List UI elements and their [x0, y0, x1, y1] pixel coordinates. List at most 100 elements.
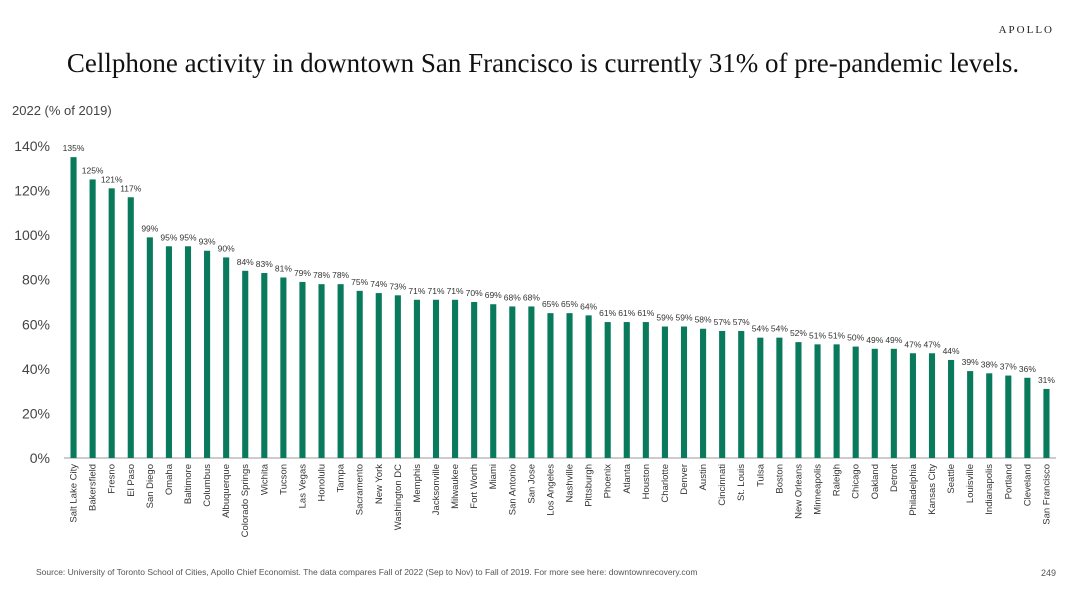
x-tick-label: New York	[374, 464, 385, 504]
x-tick-label: Cleveland	[1022, 464, 1033, 506]
x-tick-label: San Diego	[145, 464, 156, 508]
bar	[776, 337, 783, 458]
bar	[490, 304, 497, 458]
x-tick-label: Wichita	[259, 463, 270, 495]
x-tick-label: Minneapolis	[813, 464, 824, 515]
bar	[509, 306, 516, 458]
data-label: 90%	[218, 243, 235, 253]
bar	[928, 353, 936, 458]
x-tick-label: Cincinnati	[717, 464, 728, 506]
bar	[814, 344, 821, 458]
x-tick-label: Nashville	[565, 464, 576, 503]
bar	[871, 348, 878, 458]
data-label: 49%	[866, 335, 883, 345]
bar	[261, 273, 268, 458]
data-label: 38%	[981, 359, 998, 369]
bar	[890, 348, 897, 458]
x-tick-label: Atlanta	[622, 463, 633, 493]
x-tick-label: Colorado Springs	[240, 464, 251, 538]
bar	[604, 322, 611, 458]
data-label: 68%	[523, 292, 540, 302]
source-note: Source: University of Toronto School of …	[36, 567, 698, 577]
data-label: 78%	[313, 270, 330, 280]
x-tick-label: Portland	[1003, 464, 1014, 499]
bar	[642, 322, 649, 458]
data-label: 49%	[885, 335, 902, 345]
data-label: 37%	[1000, 362, 1017, 372]
data-label: 39%	[962, 357, 979, 367]
bar	[700, 328, 707, 458]
x-tick-label: Bakersfield	[88, 464, 99, 511]
bar	[127, 197, 134, 458]
y-tick-label: 40%	[22, 361, 50, 377]
bar	[852, 346, 859, 458]
x-tick-label: San Francisco	[1041, 464, 1052, 525]
x-tick-label: Pittsburgh	[584, 464, 595, 507]
bar	[1043, 388, 1050, 458]
x-tick-label: Seattle	[946, 464, 957, 494]
chart-subtitle: 2022 (% of 2019)	[12, 103, 112, 118]
data-label: 59%	[656, 313, 673, 323]
bar	[223, 257, 230, 458]
data-label: 52%	[790, 328, 807, 338]
bar	[528, 306, 535, 458]
x-tick-label: Omaha	[164, 463, 175, 495]
bar	[680, 326, 688, 458]
bar	[452, 299, 459, 458]
x-tick-label: Detroit	[889, 464, 900, 492]
x-tick-label: Chicago	[851, 464, 862, 499]
data-label: 51%	[828, 330, 845, 340]
bar	[566, 313, 573, 458]
y-tick-label: 100%	[14, 227, 50, 243]
x-tick-label: Columbus	[202, 464, 213, 507]
bar	[986, 373, 993, 458]
x-tick-label: Kansas City	[927, 464, 938, 515]
x-tick-label: Fresno	[107, 464, 118, 494]
data-label: 58%	[695, 315, 712, 325]
data-label: 54%	[752, 324, 769, 334]
data-label: 47%	[904, 339, 921, 349]
data-label: 68%	[504, 292, 521, 302]
x-tick-label: Sacramento	[355, 464, 366, 515]
x-tick-label: Albuquerque	[221, 464, 232, 518]
bar	[547, 313, 554, 458]
x-tick-label: El Paso	[126, 464, 137, 497]
data-label: 71%	[447, 286, 464, 296]
bar	[471, 302, 478, 458]
data-label: 59%	[675, 313, 692, 323]
data-label: 81%	[275, 263, 292, 273]
data-label: 44%	[943, 346, 960, 356]
data-label: 83%	[256, 259, 273, 269]
x-tick-label: Philadelphia	[908, 463, 919, 515]
x-tick-label: Los Angeles	[545, 464, 556, 516]
data-label: 121%	[101, 174, 123, 184]
bar	[299, 281, 306, 458]
bar	[909, 353, 916, 458]
bar-chart: 0% 20% 40% 60% 80% 100% 120% 140% 135% Salt Lake …	[14, 138, 1056, 538]
x-tick-label: Tulsa	[755, 463, 766, 487]
data-label: 64%	[580, 301, 597, 311]
bar	[413, 299, 420, 458]
x-tick-label: Charlotte	[660, 464, 671, 503]
data-label: 73%	[389, 281, 406, 291]
bar	[204, 250, 211, 458]
bar	[623, 322, 630, 458]
bar	[318, 284, 325, 458]
bar	[337, 284, 344, 458]
x-tick-label: Honolulu	[317, 464, 328, 502]
x-tick-label: Tucson	[278, 464, 289, 495]
page-number: 249	[1040, 568, 1056, 578]
bar	[280, 277, 287, 458]
bar	[967, 371, 974, 458]
x-tick-label: Miami	[488, 464, 499, 489]
x-tick-label: New Orleans	[793, 464, 804, 519]
x-tick-label: Raleigh	[832, 464, 843, 496]
bar	[242, 270, 249, 458]
data-label: 65%	[561, 299, 578, 309]
brand-logo: APOLLO	[998, 24, 1054, 36]
bar	[795, 342, 802, 458]
x-tick-label: Indianapolis	[984, 464, 995, 515]
bar	[833, 344, 840, 458]
page-title: Cellphone activity in downtown San Franc…	[66, 48, 1020, 78]
data-label: 99%	[141, 223, 158, 233]
